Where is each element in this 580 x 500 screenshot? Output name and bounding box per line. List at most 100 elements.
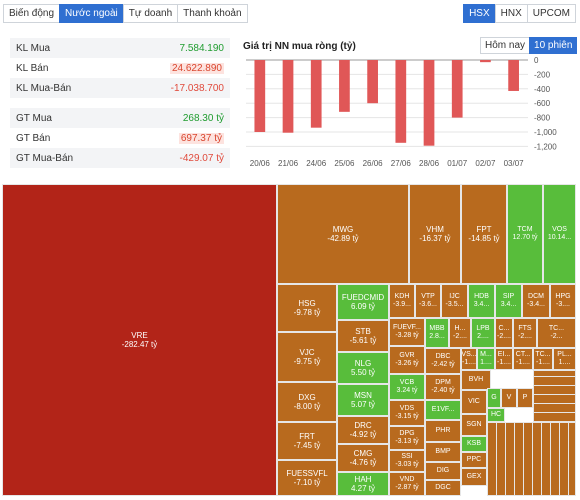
treemap-tile[interactable]: LPB 2.... [471, 318, 495, 348]
treemap-tile[interactable]: FPT -14.85 tỷ [461, 184, 507, 284]
treemap-tile[interactable]: BMP [425, 442, 461, 462]
treemap-tile[interactable]: FUEVF... -3.28 tỷ [389, 318, 425, 346]
treemap-tile[interactable]: KSB [461, 436, 487, 452]
treemap-tile[interactable]: HPG -3.... [550, 284, 576, 318]
ticker-label: G [491, 394, 497, 401]
net-value-label: -3.6... [419, 301, 437, 308]
net-value-label: -2.40 tỷ [431, 387, 455, 394]
treemap-tile[interactable]: VDS -3.15 tỷ [389, 400, 425, 426]
treemap-small-tiles [487, 422, 576, 496]
treemap-tile[interactable]: VHM -16.37 tỷ [409, 184, 461, 284]
tab-bien-dong[interactable]: Biến động [3, 4, 61, 23]
treemap-tile[interactable]: FTS -2.... [513, 318, 537, 348]
treemap-tile[interactable]: V [501, 388, 517, 408]
ticker-label: VOS [552, 226, 567, 233]
treemap-tile[interactable]: VTP -3.6... [415, 284, 441, 318]
treemap-tile[interactable]: HSG -9.78 tỷ [277, 284, 337, 332]
ticker-label: DRC [354, 421, 372, 430]
tab-upcom[interactable]: UPCOM [526, 4, 576, 23]
treemap-tile[interactable]: VND -2.87 tỷ [389, 472, 425, 496]
tab-nuoc-ngoai[interactable]: Nước ngoài [59, 4, 124, 23]
y-tick-label: -400 [534, 85, 551, 94]
treemap-tile[interactable]: M... 1.... [477, 348, 495, 370]
treemap-tile[interactable]: FRT -7.45 tỷ [277, 422, 337, 460]
treemap-tile[interactable]: VCB 3.24 tỷ [389, 374, 425, 400]
treemap-tile[interactable]: PL... 1.... [553, 348, 576, 370]
treemap-tile[interactable]: SIP 3.4... [495, 284, 522, 318]
treemap-tile[interactable]: EI... -1.... [495, 348, 513, 370]
treemap-tile[interactable]: MSN 5.07 tỷ [337, 384, 389, 416]
treemap-tile[interactable]: GEX [461, 468, 487, 486]
net-value-label: -14.85 tỷ [468, 234, 500, 243]
treemap-tile[interactable]: SSI -3.03 tỷ [389, 450, 425, 472]
treemap-tile[interactable]: C... -2.... [495, 318, 513, 348]
ticker-label: FRT [299, 432, 315, 441]
treemap-tile[interactable]: DGC [425, 480, 461, 496]
treemap-tile[interactable]: TC... -1.... [533, 348, 553, 370]
treemap-tile[interactable]: DCM -3.4... [522, 284, 550, 318]
bar-21/06 [282, 60, 294, 133]
stat-kl-mua-ban: KL Mua-Bán -17.038.700 [10, 78, 230, 98]
treemap-tile[interactable]: CT... -1.... [513, 348, 533, 370]
tab-tu-doanh[interactable]: Tự doanh [122, 4, 179, 23]
treemap-tile[interactable]: DXG -8.00 tỷ [277, 382, 337, 422]
treemap-tile[interactable]: VRE -282.47 tỷ [2, 184, 277, 496]
treemap-tile[interactable]: E1VF... [425, 400, 461, 420]
treemap-tile[interactable]: H... -2.... [449, 318, 471, 348]
tab-10-phien[interactable]: 10 phiên [529, 37, 578, 54]
net-value-label: 5.07 tỷ [350, 400, 375, 409]
net-value-label: -1.... [515, 359, 530, 366]
stat-kl-mua: KL Mua 7.584.190 [10, 38, 230, 58]
tab-hnx[interactable]: HNX [494, 4, 528, 23]
tab-thanh-khoan[interactable]: Thanh khoản [177, 4, 248, 23]
treemap-tile[interactable]: SGN [461, 414, 487, 436]
treemap-tile[interactable]: HDB 3.4... [468, 284, 495, 318]
treemap-tile[interactable]: DBC -2.42 tỷ [425, 348, 461, 374]
treemap-tile[interactable]: HC [487, 408, 505, 422]
ticker-label: DGC [435, 484, 451, 491]
treemap-tile[interactable]: P [517, 388, 533, 408]
treemap-tile[interactable]: KDH -3.9... [389, 284, 415, 318]
ticker-label: VIC [468, 398, 480, 405]
ticker-label: DBC [435, 353, 451, 360]
treemap-tile[interactable]: FUEDCMID 6.09 tỷ [337, 284, 389, 320]
treemap-tile[interactable]: PHR [425, 420, 461, 442]
treemap-tile[interactable]: PPC [461, 452, 487, 468]
stat-label: GT Bán [16, 132, 51, 144]
ticker-label: DXG [298, 393, 316, 402]
treemap-tile[interactable]: FUESSVFL -7.10 tỷ [277, 460, 337, 496]
treemap-tile[interactable]: MWG -42.89 tỷ [277, 184, 409, 284]
treemap-tile[interactable]: MBB 2.8... [425, 318, 449, 348]
net-value-label: 6.09 tỷ [350, 302, 375, 311]
net-value-label: 1.... [558, 359, 571, 366]
treemap-tile[interactable]: BVH [461, 370, 491, 390]
treemap-tile[interactable]: VOS 10.14... [543, 184, 576, 284]
ticker-label: KSB [466, 440, 481, 447]
net-value-label: -3.28 tỷ [395, 332, 419, 339]
treemap-tile[interactable]: G [487, 388, 501, 408]
net-value-label: -3.5... [445, 301, 464, 308]
net-value-label: -2.42 tỷ [431, 361, 455, 368]
treemap-tile[interactable]: VS... -1.... [461, 348, 477, 370]
treemap-tile[interactable]: DRC -4.92 tỷ [337, 416, 389, 444]
bar-25/06 [339, 60, 350, 112]
ticker-label: FTS [518, 325, 532, 332]
treemap-tile[interactable]: HAH 4.27 tỷ [337, 472, 389, 496]
treemap-tile[interactable]: DIG [425, 462, 461, 480]
treemap-tile[interactable]: IJC -3.5... [441, 284, 468, 318]
treemap-tile[interactable]: DPM -2.40 tỷ [425, 374, 461, 400]
treemap-tile[interactable]: VJC -9.75 tỷ [277, 332, 337, 382]
treemap-tile[interactable]: VIC [461, 390, 487, 414]
treemap-tile[interactable]: NLG 5.50 tỷ [337, 352, 389, 384]
net-value-label: 5.50 tỷ [350, 368, 375, 377]
stat-value: 24.622.890 [169, 62, 224, 74]
treemap-tile[interactable]: STB -5.61 tỷ [337, 320, 389, 352]
treemap-tile[interactable]: CMG -4.76 tỷ [337, 444, 389, 472]
tab-hsx[interactable]: HSX [463, 4, 496, 23]
treemap-tile[interactable]: DPG -3.13 tỷ [389, 426, 425, 450]
net-value-label: -1.... [535, 359, 550, 366]
ticker-label: SIP [502, 293, 515, 300]
treemap-tile[interactable]: GVR -3.26 tỷ [389, 346, 425, 374]
treemap-tile[interactable]: TC... -2... [537, 318, 576, 348]
treemap-tile[interactable]: TCM 12.70 tỷ [507, 184, 543, 284]
